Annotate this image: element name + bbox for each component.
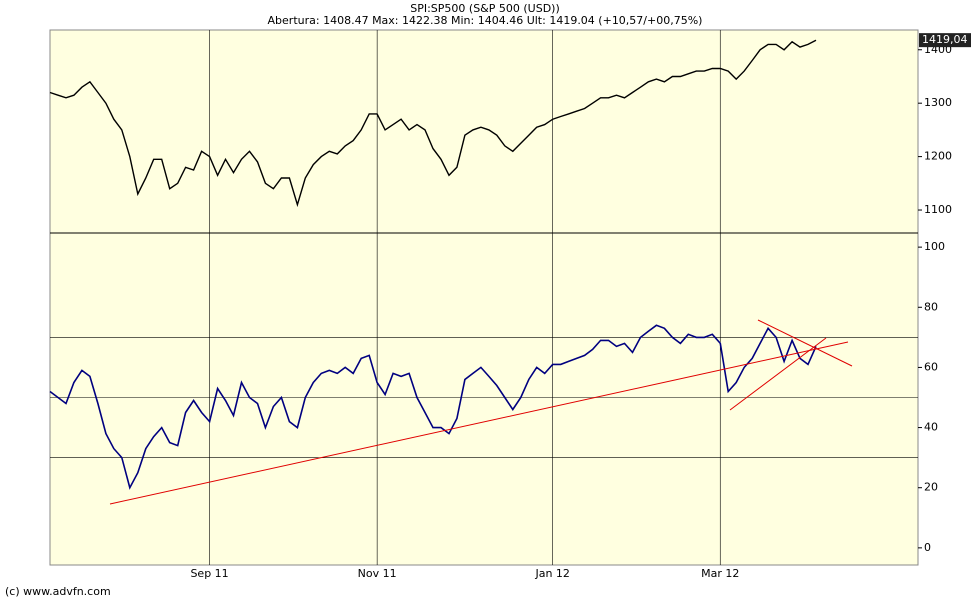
trend-line	[729, 337, 827, 411]
last-price-label: 1419,04	[922, 33, 968, 46]
footer: (c) www.advfn.com	[5, 585, 111, 598]
chart-subtitle: Abertura: 1408.47 Max: 1422.38 Min: 1404…	[268, 14, 703, 27]
x-tick-label: Jan 12	[534, 567, 569, 580]
y-tick-label: 1100	[924, 203, 952, 216]
x-tick-label: Nov 11	[358, 567, 397, 580]
y-tick-label: 60	[924, 360, 938, 373]
last-price-box	[919, 33, 971, 48]
y-tick-label: 0	[924, 541, 931, 554]
y-tick-label: 1200	[924, 150, 952, 163]
y-tick-label: 100	[924, 240, 945, 253]
series-line	[49, 324, 817, 490]
y-tick-label: 20	[924, 481, 938, 494]
chart-title: SPI:SP500 (S&P 500 (USD))	[410, 2, 560, 15]
y-tick-label: 1300	[924, 96, 952, 109]
trend-lines	[109, 319, 853, 505]
x-tick-label: Mar 12	[701, 567, 739, 580]
plot-background	[49, 29, 919, 566]
series-line	[49, 39, 817, 208]
y-tick-label: 80	[924, 300, 938, 313]
x-tick-label: Sep 11	[190, 567, 228, 580]
trend-line	[757, 319, 853, 367]
y-tick-label: 40	[924, 421, 938, 434]
trend-line	[109, 341, 849, 505]
